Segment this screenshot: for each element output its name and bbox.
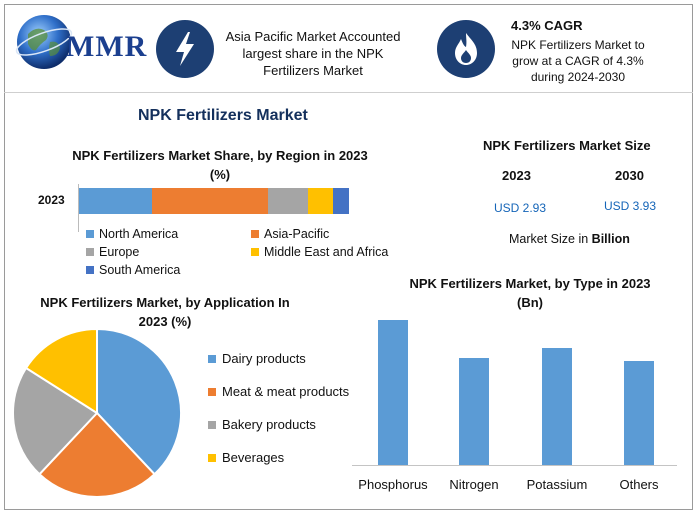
region-legend-item: North America (86, 227, 178, 241)
cagr-title: 4.3% CAGR (511, 18, 583, 33)
pie-slice (96, 327, 182, 476)
region-segment (79, 188, 152, 214)
legend-label: Bakery products (222, 417, 316, 432)
region-stacked-bar (79, 188, 349, 214)
application-chart-title: NPK Fertilizers Market, by Application I… (40, 293, 290, 331)
region-chart-title: NPK Fertilizers Market Share, by Region … (70, 146, 370, 184)
type-category-label: Nitrogen (449, 477, 499, 492)
type-category-label: Others (619, 477, 659, 492)
application-legend-item: Dairy products (208, 351, 306, 366)
type-chart-title: NPK Fertilizers Market, by Type in 2023 … (395, 274, 665, 312)
region-segment (151, 188, 268, 214)
highlight-text: Asia Pacific Market Accounted largest sh… (218, 28, 408, 79)
legend-swatch (86, 248, 94, 256)
type-chart-baseline (352, 465, 677, 466)
application-chart-title-text: NPK Fertilizers Market, by Application I… (40, 295, 290, 329)
market-size-note-prefix: Market Size in (509, 232, 592, 246)
region-legend-item: Middle East and Africa (251, 245, 388, 259)
legend-swatch (208, 420, 216, 429)
legend-label: North America (99, 227, 179, 241)
highlight-line: largest share in the NPK (242, 46, 384, 61)
legend-label: South America (99, 263, 181, 277)
application-legend-item: Beverages (208, 450, 284, 465)
legend-label: Beverages (222, 450, 285, 465)
region-segment (308, 188, 333, 214)
globe-logo-icon (15, 15, 73, 69)
application-legend-item: Meat & meat products (208, 384, 349, 399)
region-legend-item: Europe (86, 245, 139, 259)
market-size-note: Market Size in Billion (509, 232, 630, 246)
highlight-line: Fertilizers Market (263, 63, 363, 78)
pie-slice (38, 411, 156, 498)
type-bar (542, 347, 572, 465)
type-bar (624, 360, 654, 465)
pie-slice (24, 327, 98, 415)
market-size-title: NPK Fertilizers Market Size (483, 138, 651, 153)
market-size-value-2030: USD 3.93 (604, 199, 657, 213)
header-divider (4, 92, 693, 93)
legend-label: Middle East and Africa (264, 245, 389, 259)
market-size-year-2023: 2023 (502, 168, 531, 183)
legend-label: Asia-Pacific (264, 227, 330, 241)
legend-swatch (251, 230, 259, 238)
highlight-line: Asia Pacific Market Accounted (225, 29, 401, 44)
cagr-line: grow at a CAGR of 4.3% (512, 54, 644, 68)
application-pie-chart (12, 327, 182, 498)
legend-swatch (208, 354, 216, 363)
region-axis-line (78, 184, 79, 232)
highlight-icon-circle (437, 20, 495, 78)
legend-label: Meat & meat products (222, 384, 350, 399)
flame-icon (455, 33, 477, 65)
main-title: NPK Fertilizers Market (138, 107, 308, 124)
legend-swatch (86, 230, 94, 238)
type-bar (459, 357, 489, 465)
cagr-line: during 2024-2030 (530, 70, 626, 84)
market-size-value-2023: USD 2.93 (494, 201, 547, 215)
region-segment (267, 188, 309, 214)
market-size-note-unit: Billion (591, 232, 630, 246)
legend-swatch (208, 387, 216, 396)
region-legend-item: South America (86, 263, 180, 277)
type-bar (378, 320, 408, 465)
lightning-icon (176, 32, 194, 66)
brand-logo-text: MMR (66, 30, 148, 63)
legend-swatch (208, 453, 216, 462)
pie-slice (12, 366, 99, 476)
highlight-icon-circle (156, 20, 214, 78)
region-segment (332, 188, 349, 214)
legend-swatch (86, 266, 94, 274)
cagr-text: NPK Fertilizers Market to grow at a CAGR… (493, 37, 663, 85)
application-legend-item: Bakery products (208, 417, 316, 432)
legend-label: Europe (99, 245, 140, 259)
region-legend-item: Asia-Pacific (251, 227, 329, 241)
region-year-label: 2023 (38, 193, 65, 207)
type-chart-title-text: NPK Fertilizers Market, by Type in 2023 … (409, 276, 651, 310)
market-size-year-2030: 2030 (615, 168, 644, 183)
legend-swatch (251, 248, 259, 256)
legend-label: Dairy products (222, 351, 306, 366)
region-chart-title-text: NPK Fertilizers Market Share, by Region … (72, 148, 368, 182)
type-category-label: Potassium (526, 477, 588, 492)
cagr-line: NPK Fertilizers Market to (511, 38, 645, 52)
type-category-label: Phosphorus (358, 477, 428, 492)
